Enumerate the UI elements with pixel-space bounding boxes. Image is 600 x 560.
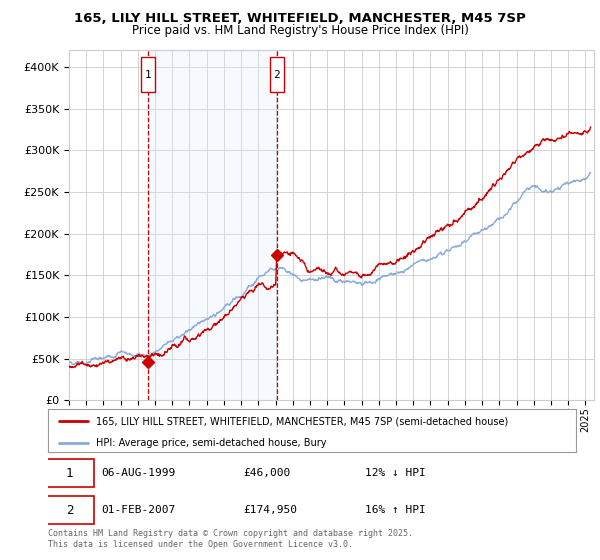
FancyBboxPatch shape [46, 459, 94, 487]
Text: 165, LILY HILL STREET, WHITEFIELD, MANCHESTER, M45 7SP (semi-detached house): 165, LILY HILL STREET, WHITEFIELD, MANCH… [95, 416, 508, 426]
Text: 1: 1 [66, 466, 73, 480]
Bar [148, 50, 277, 400]
Text: 01-FEB-2007: 01-FEB-2007 [101, 505, 175, 515]
Text: £174,950: £174,950 [244, 505, 298, 515]
Text: Contains HM Land Registry data © Crown copyright and database right 2025.
This d: Contains HM Land Registry data © Crown c… [48, 529, 413, 549]
FancyBboxPatch shape [46, 496, 94, 524]
Text: 1: 1 [145, 70, 152, 80]
Text: 2: 2 [274, 70, 280, 80]
Text: HPI: Average price, semi-detached house, Bury: HPI: Average price, semi-detached house,… [95, 438, 326, 448]
Text: 2: 2 [66, 503, 73, 517]
Text: 165, LILY HILL STREET, WHITEFIELD, MANCHESTER, M45 7SP: 165, LILY HILL STREET, WHITEFIELD, MANCH… [74, 12, 526, 25]
Text: 06-AUG-1999: 06-AUG-1999 [101, 468, 175, 478]
FancyBboxPatch shape [270, 58, 284, 92]
Text: £46,000: £46,000 [244, 468, 290, 478]
FancyBboxPatch shape [141, 58, 155, 92]
Text: Price paid vs. HM Land Registry's House Price Index (HPI): Price paid vs. HM Land Registry's House … [131, 24, 469, 36]
Text: 16% ↑ HPI: 16% ↑ HPI [365, 505, 425, 515]
Text: 12% ↓ HPI: 12% ↓ HPI [365, 468, 425, 478]
